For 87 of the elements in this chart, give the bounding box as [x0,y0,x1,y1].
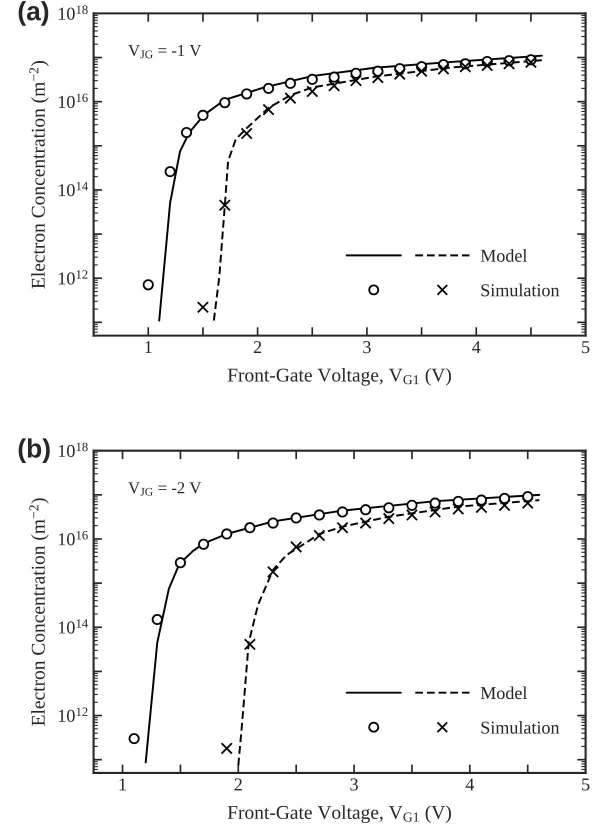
point [220,742,233,754]
point [476,494,487,506]
x-tick-label: 5 [582,778,590,791]
point [382,512,395,525]
point [314,509,325,521]
point [437,62,450,76]
point [452,502,464,515]
point [336,506,348,518]
x-tick-label: 1 [120,778,126,790]
y-tick-label: 10$^{12}$ [58,270,88,285]
point [196,301,209,314]
point [290,512,302,524]
point [152,614,163,626]
annotation: V$_{JG}$ = -1 V [128,44,202,58]
point [481,59,494,72]
y-axis-title: Electron Concentration (m$^{−2}$) [29,498,49,726]
point [262,104,275,116]
point [430,498,441,509]
x-tick-label: 2 [254,341,262,354]
point [164,166,176,178]
x-axis-title: Front-Gate Voltage, V$_{G1}$ (V) [228,368,451,386]
x-tick-label: 4 [466,778,474,790]
text: (a) [18,1,48,26]
point [313,529,326,542]
point [350,68,362,79]
annotation: V$_{JG}$ = -2 V [128,482,202,496]
point [244,522,256,534]
x-tick-label: 4 [472,341,480,354]
point [372,72,384,84]
point [306,74,318,85]
y-tick-label: 10$^{14}$ [58,182,88,196]
y-tick-label: 10$^{18}$ [58,5,88,20]
point [452,496,464,507]
point [360,516,372,530]
point [241,88,252,100]
point [240,127,253,140]
text: (b) [18,438,50,464]
y-axis-title: Electron Concentration (m$^{−2}$) [29,61,49,288]
point [197,110,208,121]
point [284,78,296,89]
point [198,538,210,550]
y-tick-label: 10$^{18}$ [58,442,88,458]
legend-label: Model [480,686,528,700]
y-tick-label: 10$^{16}$ [58,94,88,108]
point [406,500,418,511]
point [524,56,537,68]
point [328,72,340,83]
point [221,528,232,540]
point [290,540,302,554]
y-tick-label: 10$^{12}$ [58,708,88,722]
x-tick-label: 3 [350,778,358,791]
legend-label: Simulation [481,284,560,296]
x-tick-label: 3 [363,341,371,354]
point [503,58,516,70]
x-tick-label: 5 [582,341,590,354]
point [383,502,394,514]
point [336,522,349,534]
legend-label: Model [480,249,528,262]
legend-label: Simulation [481,721,560,734]
point [218,199,231,212]
point [266,566,280,578]
point [244,638,256,650]
point [416,65,428,78]
point [267,517,279,529]
point [219,97,230,108]
x-axis-title: Front-Gate Voltage, V$_{G1}$ (V) [228,805,451,824]
point [475,501,488,514]
point [350,74,362,87]
point [284,92,296,104]
point [142,279,154,290]
y-tick-label: 10$^{14}$ [58,619,88,634]
point [180,126,192,138]
point [174,557,186,568]
point [498,499,511,512]
point [459,60,472,73]
x-tick-label: 2 [234,778,242,790]
point [522,497,534,510]
point [429,506,442,518]
y-tick-label: 10$^{16}$ [58,531,88,546]
point [328,80,340,92]
x-tick-label: 1 [145,341,152,354]
point [262,82,274,94]
point [406,508,418,522]
point [394,68,406,80]
point [306,85,318,98]
point [360,504,372,516]
point [128,733,140,744]
